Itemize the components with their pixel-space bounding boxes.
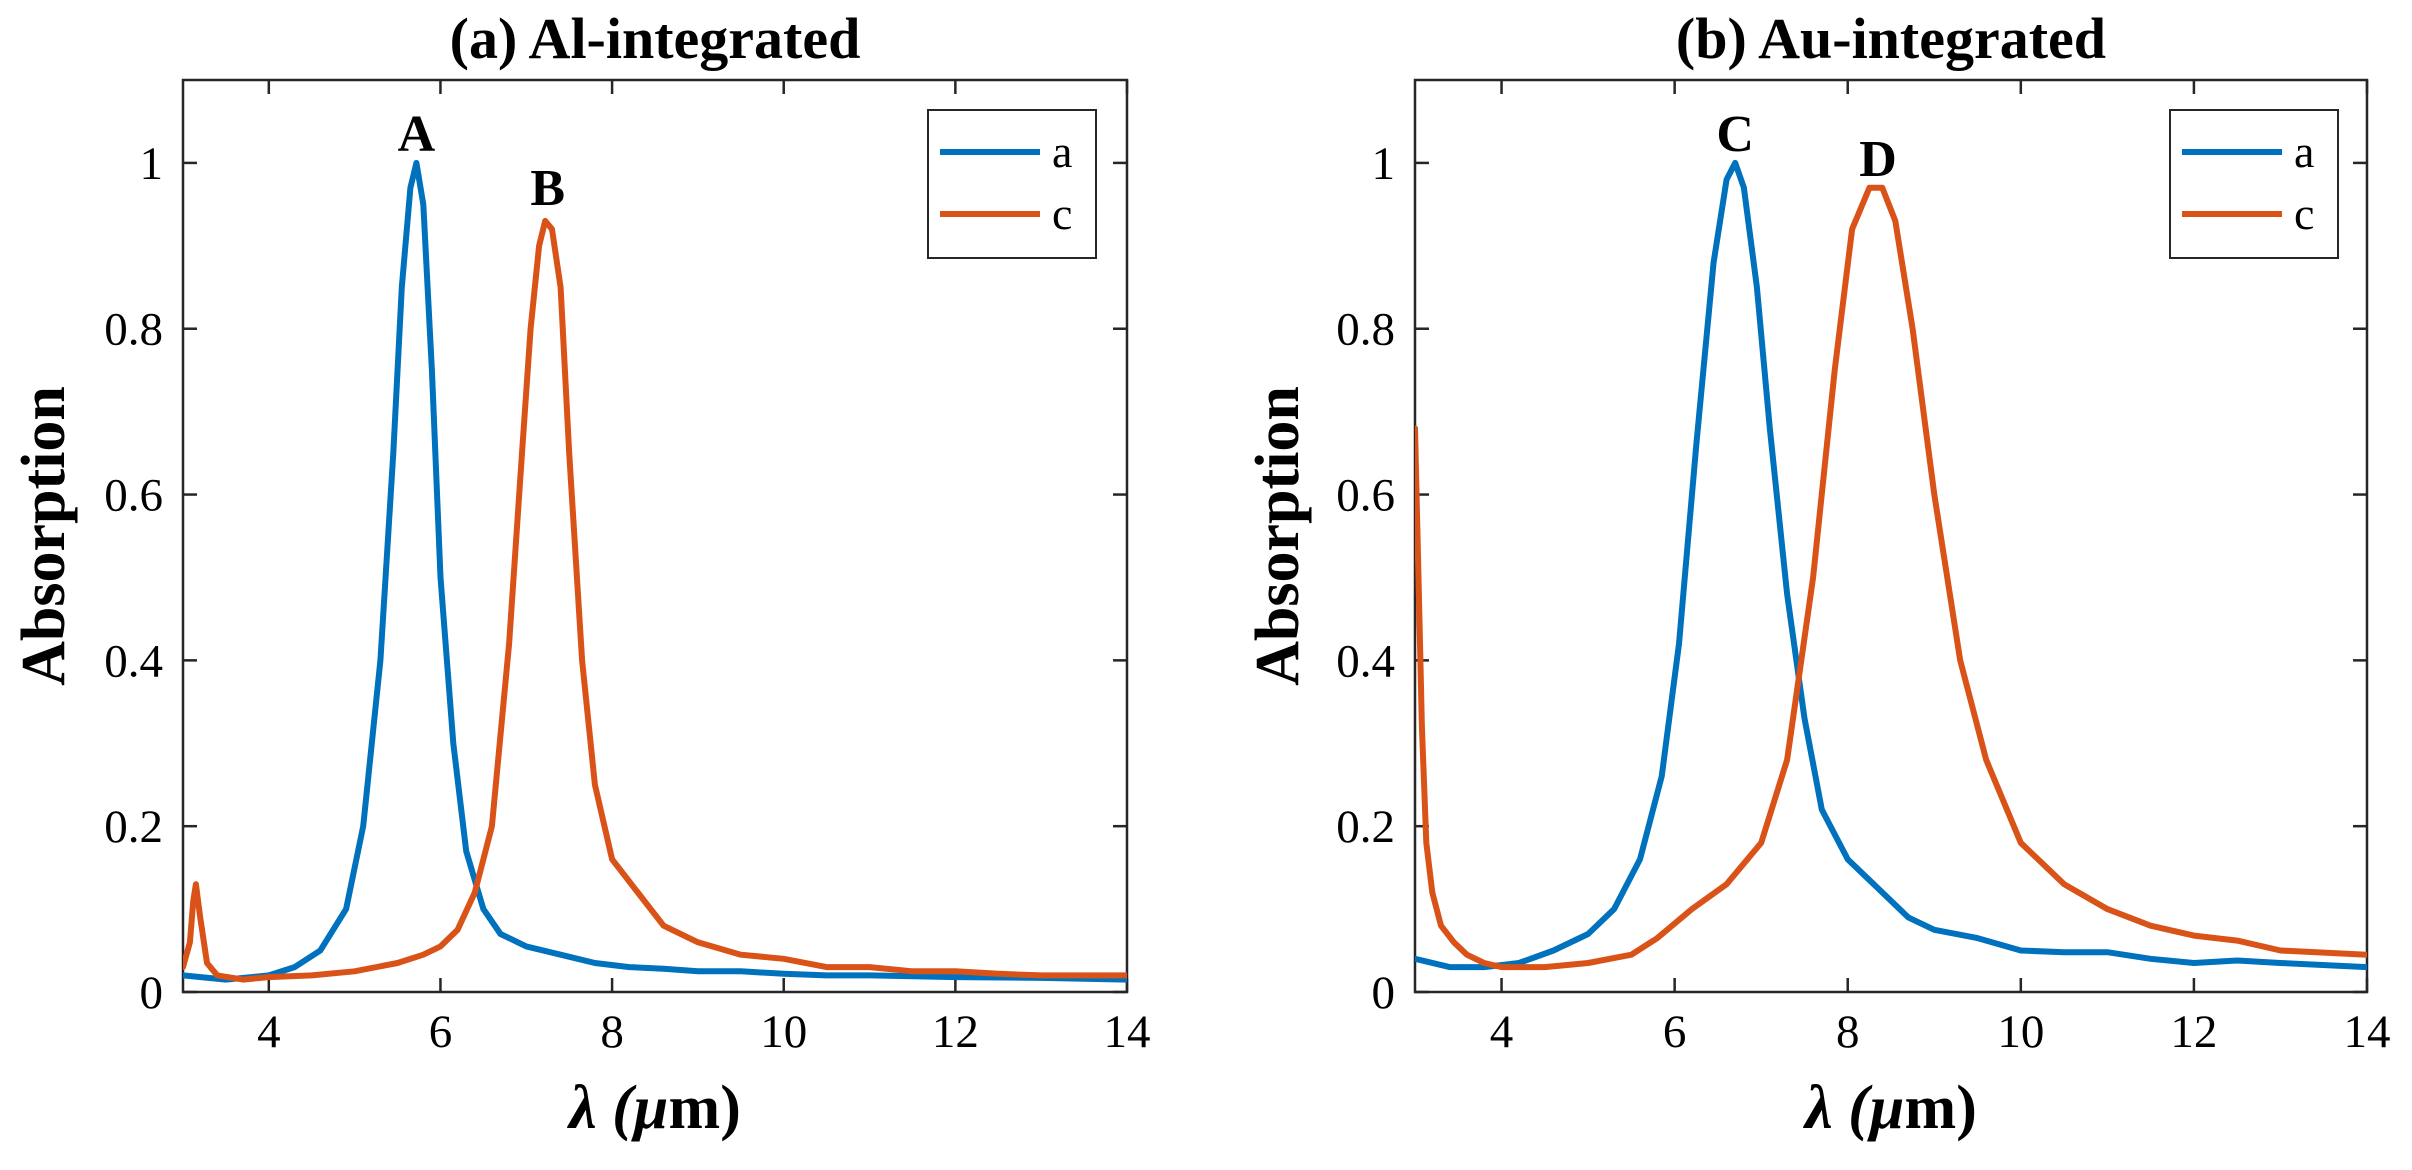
- panel-a-series-group: [183, 159, 1127, 983]
- panel-a-series-c-line: [183, 217, 1127, 983]
- panel-b-peak-label-D: D: [1859, 131, 1897, 188]
- panel-b-ytick-label: 0: [1372, 967, 1396, 1019]
- panel-a-legend-box: [927, 109, 1097, 259]
- panel-b-xtick-label: 8: [1836, 1006, 1860, 1058]
- panel-a-xtick-label: 4: [257, 1006, 281, 1058]
- panel-a-ytick-label: 0.2: [104, 801, 163, 853]
- panel-a-xtick-label: 6: [429, 1006, 453, 1058]
- panel-a-title: (a) Al-integrated: [450, 6, 861, 71]
- panel-b-title: (b) Au-integrated: [1676, 6, 2106, 71]
- panel-a-plot-frame: [181, 78, 1129, 994]
- panel-a-ytick-label: 0: [140, 967, 164, 1019]
- panel-b-ytick-label: 1: [1372, 138, 1396, 190]
- panel-a-ytick-label: 0.4: [104, 635, 163, 687]
- panel-b-series-c-line: [1415, 184, 2367, 971]
- panel-b-xtick-label: 6: [1663, 1006, 1687, 1058]
- panel-a-ylabel: Absorption: [10, 386, 78, 686]
- panel-b-ytick-label: 0.6: [1336, 470, 1395, 522]
- panel-b-peak-label-C: C: [1716, 106, 1754, 163]
- panel-b-xtick-label: 14: [2344, 1006, 2391, 1058]
- panel-b-ytick-label: 0.2: [1336, 801, 1395, 853]
- panel-a-xtick-label: 10: [760, 1006, 807, 1058]
- panel-b-legend-label-c: c: [2294, 188, 2314, 239]
- panel-a-xtick-label: 8: [600, 1006, 624, 1058]
- panel-a-legend-label-c: c: [1052, 188, 1072, 239]
- panel-a-xtick-label: 14: [1104, 1006, 1151, 1058]
- panel-b-ytick-label: 0.4: [1336, 635, 1395, 687]
- panel-b-xtick-label: 12: [2170, 1006, 2217, 1058]
- panel-a-chart: (a) Al-integrated 4 6 8 10 12 14 0 0.2 0.4 0.6 0.8 1…: [10, 6, 1151, 1142]
- panel-b-xlabel: λ (µm): [1802, 1074, 1977, 1142]
- panel-b-chart: (b) Au-integrated 4 6 8 10 12 14 0 0.2 0.4 0.6 0.8 1…: [1244, 6, 2391, 1142]
- panel-a-legend-label-a: a: [1052, 126, 1072, 177]
- panel-a-series-a-line: [183, 159, 1127, 983]
- panel-a-ytick-label: 1: [140, 138, 164, 190]
- panel-a-ytick-label: 0.8: [104, 304, 163, 356]
- panel-b-legend-label-a: a: [2294, 126, 2314, 177]
- panel-b-ytick-label: 0.8: [1336, 304, 1395, 356]
- panel-b-legend-box: [2169, 109, 2339, 259]
- panel-b-ylabel: Absorption: [1244, 386, 1312, 686]
- panel-a-xlabel: λ (µm): [566, 1074, 741, 1142]
- panel-b-series-a-line: [1415, 159, 2367, 971]
- panel-a-peak-label-A: A: [398, 106, 436, 163]
- panel-b-series-group: [1415, 159, 2367, 971]
- panel-b-xtick-label: 4: [1490, 1006, 1514, 1058]
- panel-a-xtick-label: 12: [932, 1006, 979, 1058]
- panel-a-peak-label-B: B: [530, 160, 565, 217]
- panel-b-xtick-label: 10: [1997, 1006, 2044, 1058]
- panel-a-ytick-label: 0.6: [104, 470, 163, 522]
